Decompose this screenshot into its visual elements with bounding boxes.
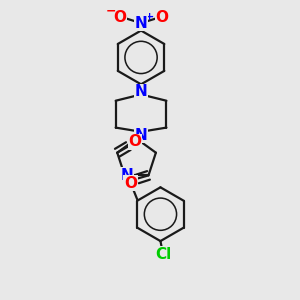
Text: Cl: Cl <box>155 247 172 262</box>
Text: +: + <box>145 11 154 22</box>
Text: N: N <box>135 128 147 142</box>
Text: O: O <box>155 10 168 25</box>
Text: O: O <box>124 176 137 190</box>
Text: O: O <box>129 134 142 149</box>
Text: N: N <box>121 168 134 183</box>
Text: N: N <box>135 84 147 99</box>
Text: O: O <box>114 10 127 25</box>
Text: −: − <box>106 5 116 18</box>
Text: N: N <box>135 16 147 31</box>
